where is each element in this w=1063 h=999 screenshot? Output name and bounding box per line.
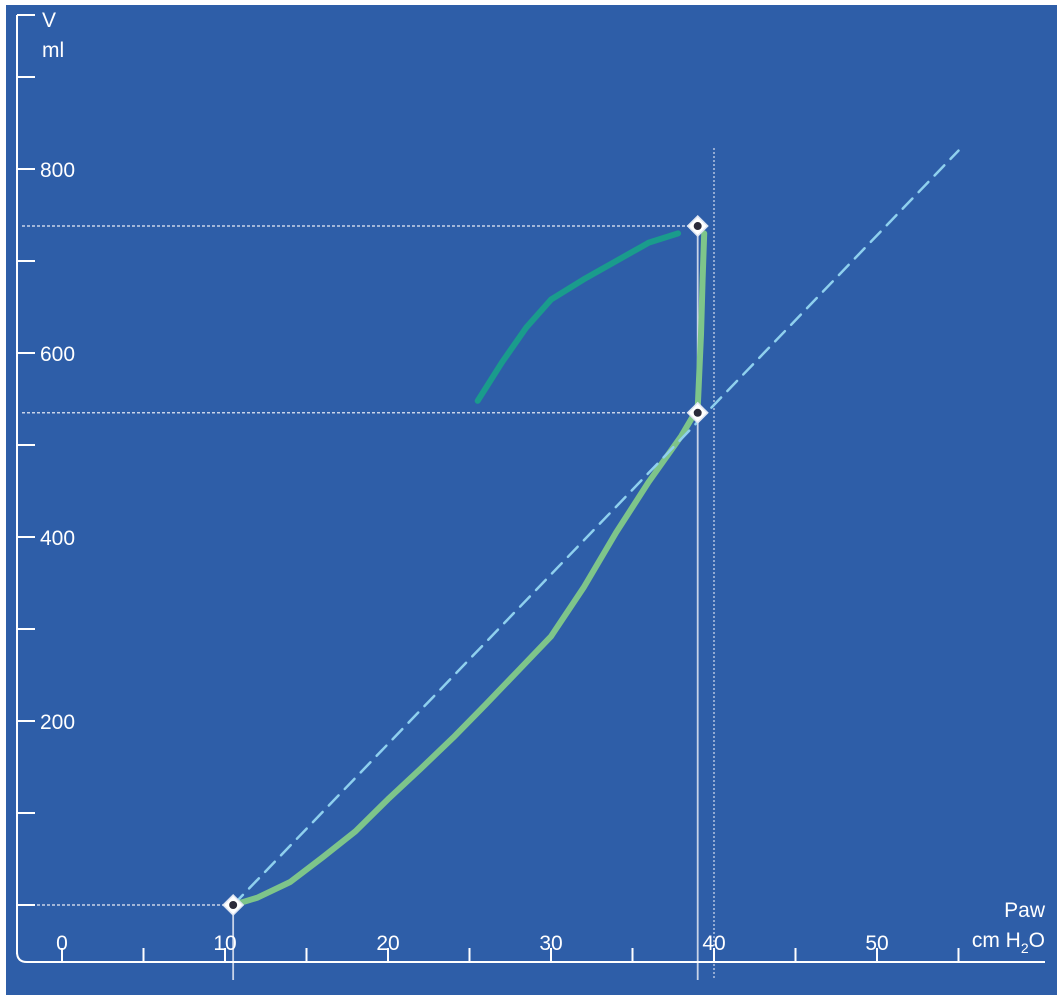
y-tick-label: 600	[40, 343, 75, 366]
y-tick-label: 400	[40, 527, 75, 550]
compliance_line-curve	[231, 149, 960, 907]
x-tick-label: 10	[213, 932, 236, 955]
x-axis-unit-suffix: O	[1029, 929, 1045, 952]
axes	[16, 14, 1045, 963]
inflation-curve	[230, 230, 708, 908]
markers	[222, 214, 709, 917]
y-tick-label: 800	[40, 159, 75, 182]
y-axis-unit: ml	[42, 39, 64, 62]
x-axis-unit: cm H2O	[972, 929, 1045, 956]
ticks: 200 400 600 800 0 10 20 30 40 50	[17, 76, 960, 962]
x-axis-label: Paw	[1004, 899, 1046, 922]
x-axis-corner	[16, 951, 28, 963]
x-axis-unit-prefix: cm H	[972, 929, 1021, 952]
x-tick-label: 40	[702, 932, 725, 955]
guide-lines	[22, 148, 715, 980]
y-tick-label: 200	[40, 711, 75, 734]
x-tick-label: 50	[865, 932, 888, 955]
start-marker-dot	[229, 901, 238, 909]
x-axis-unit-sub: 2	[1021, 940, 1029, 956]
inflection-marker-dot	[693, 408, 702, 417]
chart-background	[6, 5, 1057, 995]
x-tick-label: 20	[376, 932, 399, 955]
peak-marker-dot	[693, 222, 702, 231]
x-tick-label: 0	[56, 932, 68, 955]
deflation-curve	[474, 230, 682, 404]
series	[230, 149, 960, 908]
y-axis-label: V	[42, 9, 56, 32]
x-tick-label: 30	[539, 932, 562, 955]
